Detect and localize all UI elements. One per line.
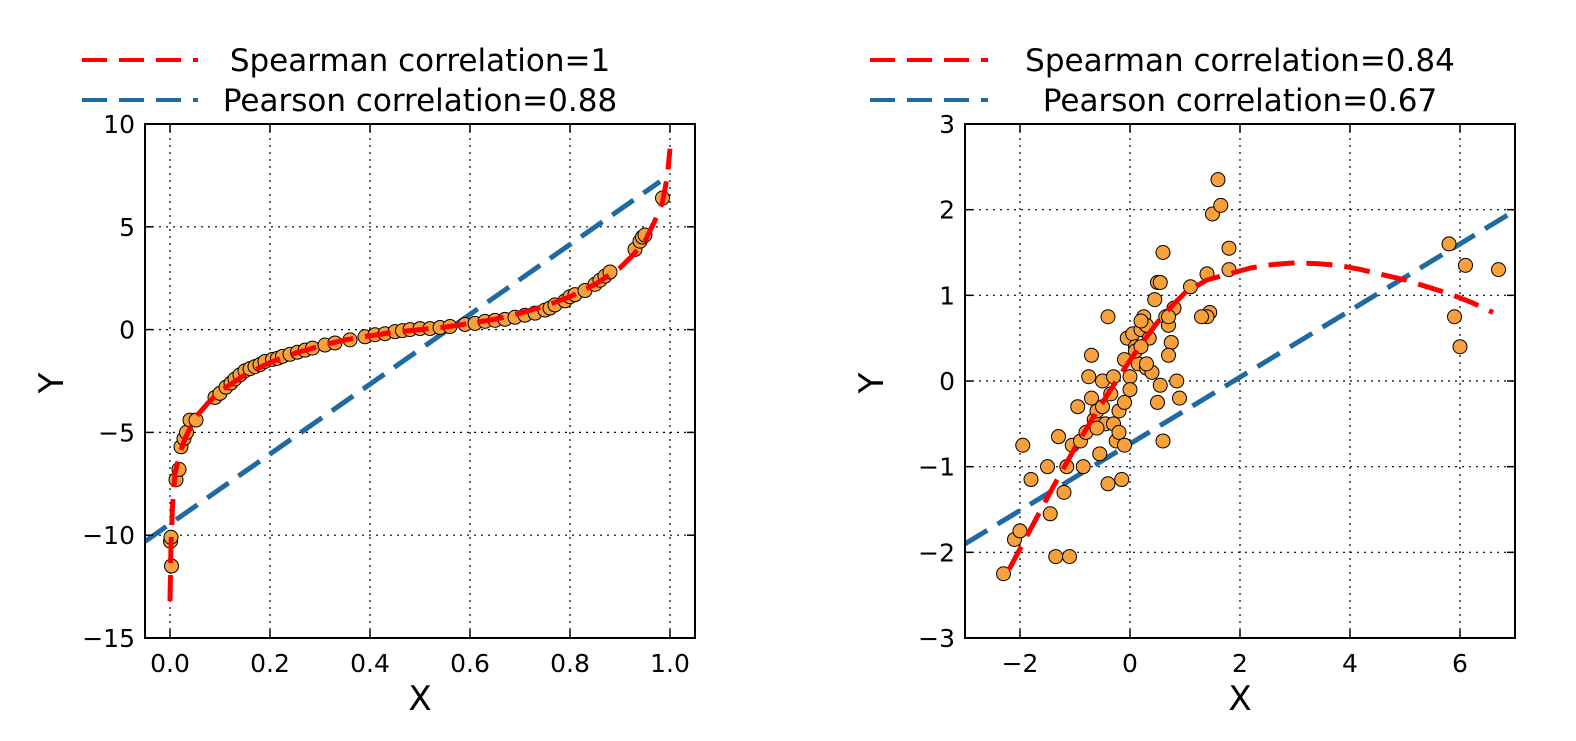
data-point [1441,236,1457,252]
data-point [188,412,204,428]
data-point [1084,390,1099,406]
data-point [1048,549,1064,565]
data-point [1062,549,1077,565]
data-point [1147,292,1163,308]
x-tick-label: 0.8 [550,649,590,678]
data-point [1183,279,1198,295]
legend-label: Pearson correlation=0.67 [1043,83,1437,119]
legend-label: Pearson correlation=0.88 [223,83,617,119]
data-point [1056,484,1072,500]
x-axis-label: X [408,679,431,719]
data-point [1172,390,1187,406]
x-tick-label: 0.0 [150,649,190,678]
data-point [1210,172,1226,188]
data-point [1051,429,1066,445]
data-point [1194,309,1209,325]
y-tick-label: −1 [918,453,955,482]
legend-label: Spearman correlation=0.84 [1025,43,1455,79]
axes-frame [144,123,696,639]
x-tick-label: 4 [1342,649,1358,678]
data-point [1100,309,1116,325]
y-tick-label: 0 [119,316,135,345]
x-tick-label: 1.0 [650,649,690,678]
legend-label: Spearman correlation=1 [230,43,610,79]
data-point [1081,369,1097,385]
y-tick-label: 2 [939,196,955,225]
data-point [1114,472,1130,488]
data-point [1117,437,1132,453]
data-point [1458,257,1473,273]
plot-area [965,172,1514,582]
x-tick-label: 0.2 [250,649,290,678]
data-point [1163,334,1179,350]
data-point [1152,377,1168,393]
data-point [1155,245,1171,260]
chart-right: −2 0 2 4 6 −3 −2 −1 0 1 2 3 X Y Spearman correlation=0… [852,43,1516,719]
pearson-fit-line [145,179,662,544]
data-point [1152,274,1168,290]
data-point [1070,399,1086,415]
y-tick-label: 10 [103,110,135,139]
data-point [1221,240,1237,256]
y-tick-label: −5 [98,418,135,447]
data-point [1023,472,1039,488]
y-tick-label: 3 [939,110,955,139]
y-tick-label: 5 [119,213,135,242]
data-point [1150,394,1165,410]
data-point [1089,420,1105,436]
data-point [1012,523,1028,539]
x-tick-label: 6 [1452,649,1468,678]
chart-left: 0.0 0.2 0.4 0.6 0.8 1.0 −15 −10 −5 0 5 10 X Y Spearman… [32,43,696,719]
spearman-fit-curve [167,148,673,602]
y-tick-label: 0 [939,367,955,396]
y-tick-label: −2 [918,538,955,567]
y-axis-label: Y [852,372,892,394]
data-point [1133,339,1149,355]
data-point [1040,459,1055,475]
data-point [1161,309,1176,325]
x-tick-label: 2 [1232,649,1248,678]
x-tick-label: 0.6 [450,649,490,678]
pearson-fit-line [965,210,1514,546]
plot-area [145,148,673,602]
y-tick-label: −15 [82,624,135,653]
y-axis-label: Y [32,372,72,394]
data-point [996,566,1011,582]
data-point [1169,373,1185,389]
x-tick-label: −2 [1002,649,1039,678]
spearman-fit-curve [1006,260,1495,571]
x-tick-label: 0.4 [350,649,390,678]
data-point [1117,394,1132,410]
data-point [1092,446,1108,462]
data-point [1452,339,1468,355]
y-tick-label: 1 [939,281,955,310]
data-point [1100,476,1116,492]
data-point [1075,459,1091,475]
data-point [1084,347,1099,363]
data-point [1491,262,1506,278]
data-point [1139,356,1154,372]
data-point [1042,506,1058,522]
data-point [1213,197,1229,213]
data-point [1161,347,1176,363]
y-tick-label: −10 [82,521,135,550]
x-tick-label: 0 [1122,649,1138,678]
data-point [1155,433,1171,449]
data-point [1015,437,1031,453]
data-point [1122,382,1138,398]
y-tick-label: −3 [918,624,955,653]
data-point [1447,309,1462,325]
x-axis-label: X [1228,679,1251,719]
data-point [1111,424,1127,440]
data-point [1133,313,1149,329]
